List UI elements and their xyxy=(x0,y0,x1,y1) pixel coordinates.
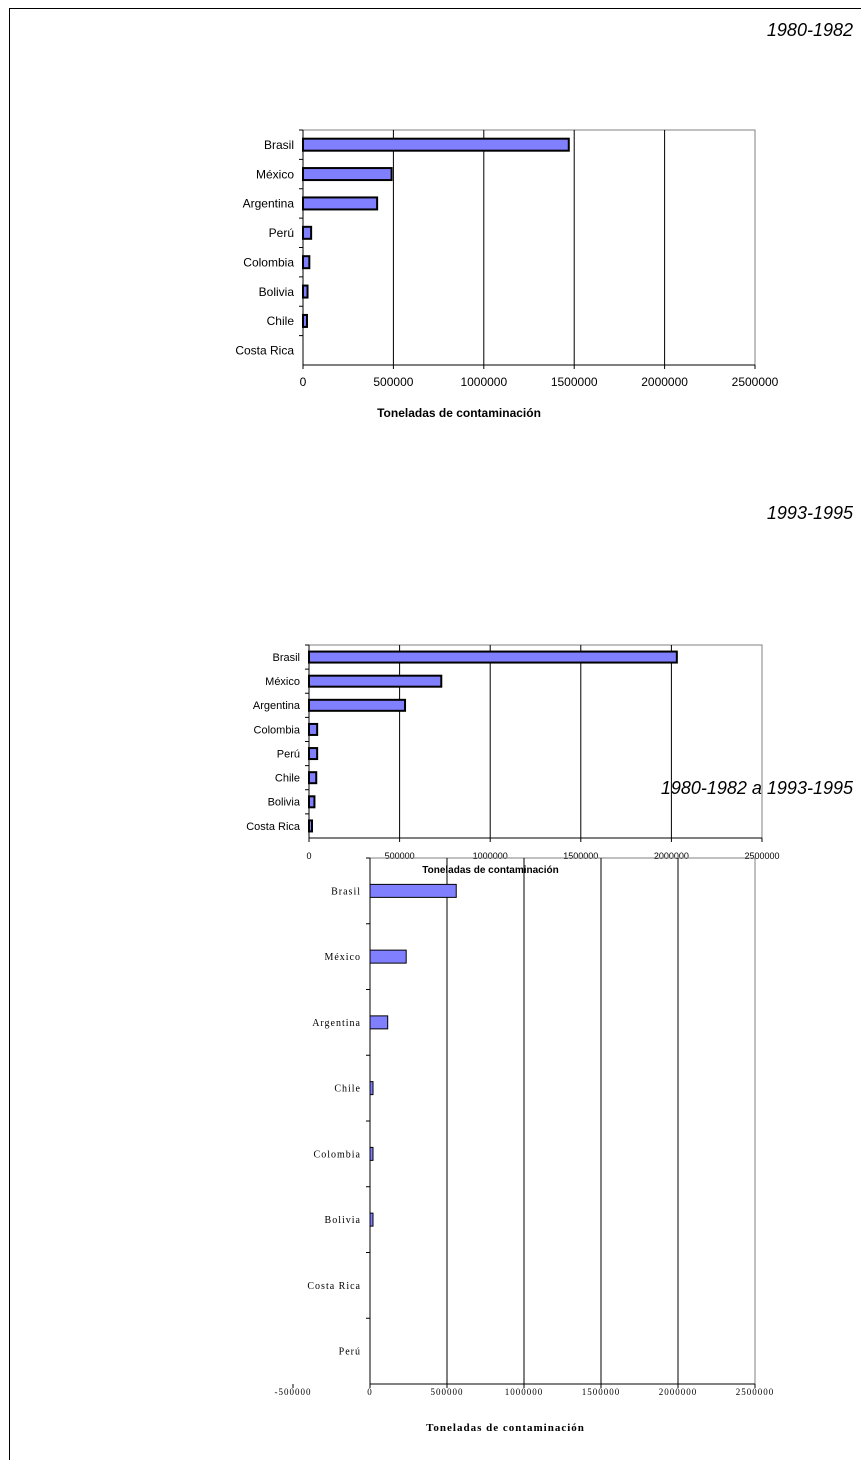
period-label-3: 1980-1982 a 1993-1995 xyxy=(660,778,853,798)
x-axis-label: Toneladas de contaminación xyxy=(426,1422,585,1434)
x-tick-label: 2000000 xyxy=(654,851,689,861)
x-tick-label: 2500000 xyxy=(732,375,779,389)
category-label: México xyxy=(324,952,361,963)
category-label: Colombia xyxy=(254,724,301,736)
bar xyxy=(308,722,319,736)
category-label: Perú xyxy=(269,226,294,240)
bar xyxy=(369,1146,374,1161)
x-axis-label: Toneladas de contaminación xyxy=(422,865,559,876)
category-label: Bolivia xyxy=(259,285,295,299)
x-tick-label: 1500000 xyxy=(551,375,598,389)
bar xyxy=(369,1015,389,1030)
plot-border xyxy=(308,644,763,839)
category-label: Chile xyxy=(275,773,300,785)
category-label: México xyxy=(265,676,300,688)
bar xyxy=(308,747,319,761)
category-label: Colombia xyxy=(314,1149,361,1160)
bar xyxy=(369,1212,374,1227)
x-tick-label: 0 xyxy=(367,1387,373,1397)
category-label: México xyxy=(256,167,294,181)
x-tick-label: 1500000 xyxy=(563,851,598,861)
bar xyxy=(302,196,379,211)
x-tick-label: 2500000 xyxy=(736,1387,775,1397)
page-frame xyxy=(9,8,861,1460)
category-label: Chile xyxy=(267,314,295,328)
category-label: Argentina xyxy=(312,1018,361,1029)
bar xyxy=(369,883,457,898)
plot-area: -500000 0 500000 1000000 1500000 2000000 25000… xyxy=(275,857,775,1434)
bar xyxy=(308,674,443,688)
category-label: Brasil xyxy=(331,886,361,897)
chart-1993-1995: 0 500000 1000000 1500000 2000000 2500000 Brasi… xyxy=(246,644,780,876)
bar xyxy=(302,137,570,152)
chart-1980-1982: 0 500000 1000000 1500000 2000000 2500000 Brasi… xyxy=(235,129,779,420)
plot-border xyxy=(369,857,756,1385)
period-label-2: 1993-1995 xyxy=(766,503,853,523)
plot-border xyxy=(302,129,756,366)
category-label: Bolivia xyxy=(268,797,301,809)
bar xyxy=(308,771,318,785)
bar xyxy=(302,255,311,270)
category-label: Perú xyxy=(339,1347,361,1358)
bar xyxy=(302,284,309,299)
bar xyxy=(308,698,407,712)
x-tick-label: 0 xyxy=(306,851,311,861)
x-tick-label: 500000 xyxy=(373,375,413,389)
plot-area: 0 500000 1000000 1500000 2000000 2500000 Brasi… xyxy=(235,129,779,420)
category-label: Colombia xyxy=(243,255,294,269)
x-axis-label: Toneladas de contaminación xyxy=(377,406,541,420)
x-tick-label: 1000000 xyxy=(473,851,508,861)
x-tick-label: 1000000 xyxy=(505,1387,544,1397)
category-label: Costa Rica xyxy=(307,1281,361,1292)
bar xyxy=(308,650,678,664)
x-tick-label: 1000000 xyxy=(460,375,507,389)
bar xyxy=(302,167,393,182)
x-tick-label: 0 xyxy=(300,375,307,389)
category-label: Costa Rica xyxy=(235,344,294,358)
category-label: Brasil xyxy=(272,652,300,664)
x-tick-label: 1500000 xyxy=(582,1387,621,1397)
category-label: Argentina xyxy=(243,197,295,211)
x-tick-label: 500000 xyxy=(385,851,415,861)
bar xyxy=(308,819,313,833)
category-label: Chile xyxy=(334,1084,361,1095)
x-tick-label: 2000000 xyxy=(659,1387,698,1397)
category-label: Perú xyxy=(277,748,300,760)
bar xyxy=(308,795,316,809)
category-label: Argentina xyxy=(253,700,301,712)
period-label-1: 1980-1982 xyxy=(766,20,853,40)
x-tick-label: 2000000 xyxy=(641,375,688,389)
chart-change: -500000 0 500000 1000000 1500000 2000000 25000… xyxy=(275,857,775,1434)
plot-area: 0 500000 1000000 1500000 2000000 2500000 Brasi… xyxy=(246,644,780,876)
category-label: Bolivia xyxy=(325,1215,361,1226)
bar xyxy=(369,949,407,964)
bar xyxy=(369,1081,374,1096)
bar xyxy=(302,313,308,328)
bar xyxy=(302,225,313,240)
x-tick-label: 500000 xyxy=(431,1387,464,1397)
x-tick-label: 2500000 xyxy=(744,851,779,861)
category-label: Brasil xyxy=(264,138,294,152)
category-label: Costa Rica xyxy=(246,821,301,833)
x-tick-label: -500000 xyxy=(275,1387,312,1397)
